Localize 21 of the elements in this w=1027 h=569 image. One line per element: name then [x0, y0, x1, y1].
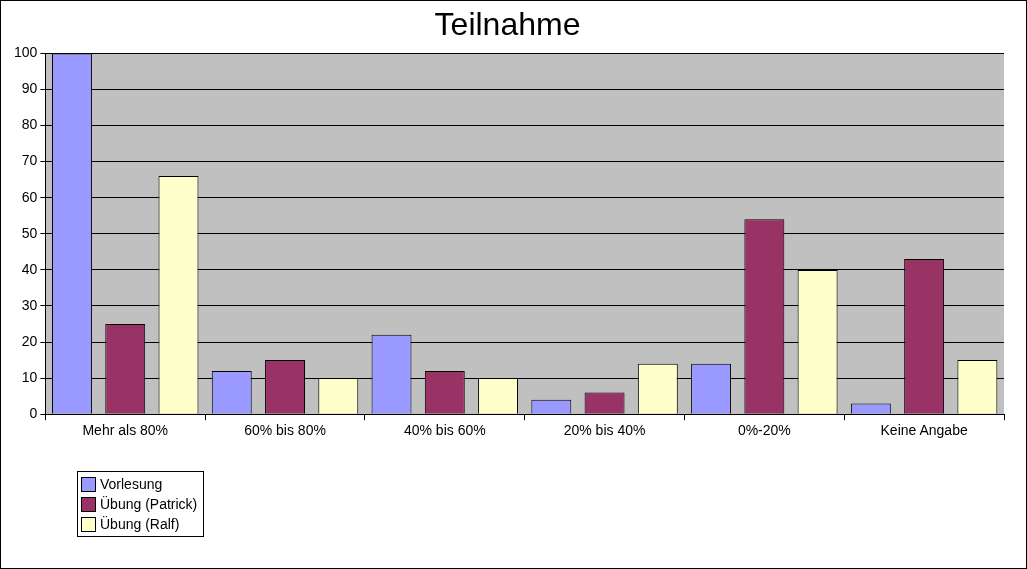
y-tick-label: 10: [21, 368, 38, 385]
y-tick-label: 40: [21, 260, 38, 277]
y-tick-label: 90: [21, 80, 38, 97]
x-tick-label: 40% bis 60%: [403, 422, 486, 439]
y-tick-label: 30: [21, 296, 38, 313]
legend-label: Übung (Ralf): [100, 516, 180, 532]
y-tick-label: 50: [21, 224, 38, 241]
x-tick-label: Mehr als 80%: [82, 422, 169, 439]
x-tick-label: Keine Angabe: [880, 422, 968, 439]
y-tick-label: 0: [29, 405, 38, 422]
legend-label: Übung (Patrick): [100, 496, 198, 512]
y-tick-label: 60: [21, 188, 38, 205]
y-tick-label: 80: [21, 116, 38, 133]
y-tick-label: 70: [21, 152, 38, 169]
x-tick-label: 20% bis 40%: [563, 422, 646, 439]
x-tick-label: 0%-20%: [737, 422, 791, 439]
legend-label: Vorlesung: [100, 476, 163, 492]
y-tick-label: 100: [14, 44, 38, 61]
chart-title: Teilnahme: [434, 6, 581, 43]
x-tick-label: 60% bis 80%: [244, 422, 326, 439]
y-tick-label: 20: [21, 332, 38, 349]
